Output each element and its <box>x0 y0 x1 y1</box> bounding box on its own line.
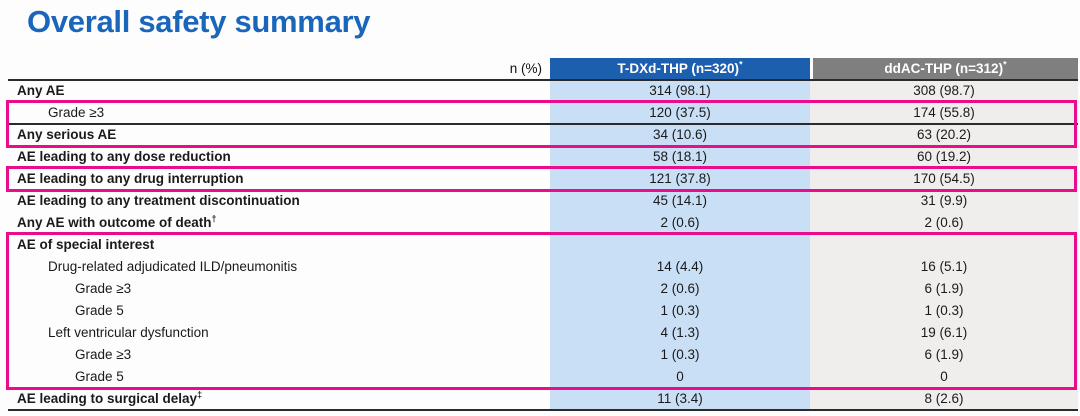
table-header-row: n (%) T-DXd-THP (n=320)* ddAC-THP (n=312… <box>8 58 1078 80</box>
asterisk-superscript: * <box>739 59 743 70</box>
measure-label: n (%) <box>509 61 542 76</box>
row-label: AE leading to any drug interruption <box>17 171 244 186</box>
row-label: Grade ≥3 <box>75 281 132 296</box>
footnote-marker: † <box>211 213 217 224</box>
table-row: Grade 5 1 (0.3) 1 (0.3) <box>8 300 1078 322</box>
value-tdxd-thp: 120 (37.5) <box>550 102 810 124</box>
row-label: Grade 5 <box>75 369 124 384</box>
table-row: Left ventricular dysfunction 4 (1.3) 19 (6… <box>8 322 1078 344</box>
value-ddac-thp: 16 (5.1) <box>810 256 1078 278</box>
value-tdxd-thp: 1 (0.3) <box>550 344 810 366</box>
table-row: Grade ≥3 1 (0.3) 6 (1.9) <box>8 344 1078 366</box>
value-ddac-thp: 0 <box>810 366 1078 388</box>
page-title: Overall safety summary <box>27 4 371 39</box>
value-tdxd-thp: 2 (0.6) <box>550 212 810 234</box>
column-header-ddac-thp: ddAC-THP (n=312)* <box>810 58 1078 80</box>
row-label: AE leading to any treatment discontinuat… <box>17 193 300 208</box>
value-ddac-thp: 170 (54.5) <box>810 168 1078 190</box>
value-ddac-thp: 8 (2.6) <box>810 388 1078 410</box>
value-tdxd-thp: 121 (37.8) <box>550 168 810 190</box>
row-label: Grade ≥3 <box>48 105 105 120</box>
row-label: Any AE <box>17 83 65 98</box>
asterisk-superscript: * <box>1003 59 1007 70</box>
column-header-label: T-DXd-THP (n=320) <box>617 61 740 76</box>
row-label: Any serious AE <box>17 127 117 142</box>
value-tdxd-thp: 2 (0.6) <box>550 278 810 300</box>
row-label: AE of special interest <box>17 237 155 252</box>
table-body: Any AE 314 (98.1) 308 (98.7) Grade ≥3 120 (3… <box>8 80 1078 410</box>
column-header-tdxd-thp: T-DXd-THP (n=320)* <box>550 58 810 80</box>
value-tdxd-thp: 0 <box>550 366 810 388</box>
table-row: Any AE with outcome of death† 2 (0.6) 2 (0… <box>8 212 1078 234</box>
table-row: Grade ≥3 2 (0.6) 6 (1.9) <box>8 278 1078 300</box>
row-label: AE leading to surgical delay‡ <box>17 389 203 406</box>
value-ddac-thp: 1 (0.3) <box>810 300 1078 322</box>
table-row: AE leading to any treatment discontinuat… <box>8 190 1078 212</box>
row-label: Grade 5 <box>75 303 124 318</box>
value-tdxd-thp: 4 (1.3) <box>550 322 810 344</box>
table-row: Any AE 314 (98.1) 308 (98.7) <box>8 80 1078 102</box>
row-label: Left ventricular dysfunction <box>48 325 209 340</box>
value-ddac-thp: 308 (98.7) <box>810 80 1078 102</box>
value-tdxd-thp: 314 (98.1) <box>550 80 810 102</box>
row-label: Drug-related adjudicated ILD/pneumonitis <box>48 259 298 274</box>
footnote-marker: ‡ <box>197 389 203 400</box>
value-ddac-thp: 60 (19.2) <box>810 146 1078 168</box>
value-ddac-thp <box>810 234 1078 256</box>
value-ddac-thp: 6 (1.9) <box>810 344 1078 366</box>
table-row: AE leading to surgical delay‡ 11 (3.4) 8 (… <box>8 388 1078 410</box>
value-tdxd-thp: 11 (3.4) <box>550 388 810 410</box>
value-tdxd-thp: 1 (0.3) <box>550 300 810 322</box>
row-label: Grade ≥3 <box>75 347 132 362</box>
table-row: AE leading to any dose reduction 58 (18.1… <box>8 146 1078 168</box>
table-row: Grade ≥3 120 (37.5) 174 (55.8) <box>8 102 1078 124</box>
table-row: Any serious AE 34 (10.6) 63 (20.2) <box>8 124 1078 146</box>
value-ddac-thp: 19 (6.1) <box>810 322 1078 344</box>
value-tdxd-thp: 14 (4.4) <box>550 256 810 278</box>
row-label: Any AE with outcome of death† <box>17 213 217 230</box>
value-ddac-thp: 31 (9.9) <box>810 190 1078 212</box>
value-tdxd-thp: 58 (18.1) <box>550 146 810 168</box>
column-header-label: ddAC-THP (n=312) <box>884 61 1004 76</box>
row-label: AE leading to any dose reduction <box>17 149 231 164</box>
table-row: AE leading to any drug interruption 121 (… <box>8 168 1078 190</box>
value-ddac-thp: 2 (0.6) <box>810 212 1078 234</box>
value-ddac-thp: 63 (20.2) <box>810 124 1078 146</box>
table-row: AE of special interest <box>8 234 1078 256</box>
value-tdxd-thp: 34 (10.6) <box>550 124 810 146</box>
safety-summary-table: n (%) T-DXd-THP (n=320)* ddAC-THP (n=312… <box>6 58 1078 412</box>
value-tdxd-thp <box>550 234 810 256</box>
value-ddac-thp: 174 (55.8) <box>810 102 1078 124</box>
value-ddac-thp: 6 (1.9) <box>810 278 1078 300</box>
table-row: Drug-related adjudicated ILD/pneumonitis… <box>8 256 1078 278</box>
value-tdxd-thp: 45 (14.1) <box>550 190 810 212</box>
